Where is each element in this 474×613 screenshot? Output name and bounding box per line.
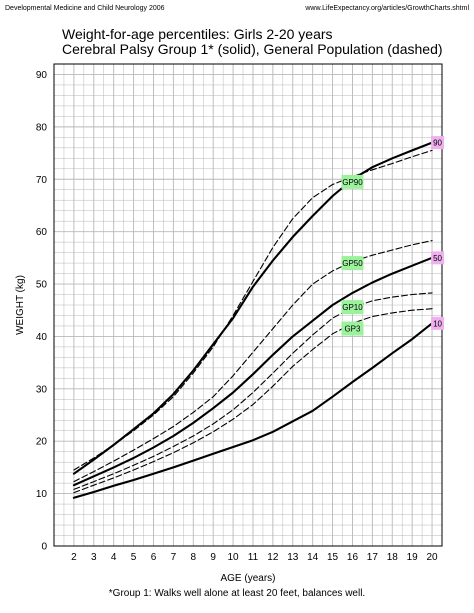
series-line-10 (72, 322, 434, 499)
gp-label-gp3: GP3 (344, 325, 361, 334)
end-label-90: 90 (433, 139, 442, 148)
y-axis-label: WEIGHT (kg) (15, 275, 26, 335)
x-axis-label: AGE (years) (220, 573, 275, 584)
gp-label-gp90: GP90 (342, 178, 363, 187)
x-tick-label: 3 (91, 552, 97, 563)
series-line-gp90 (73, 149, 433, 471)
end-label-box (431, 136, 445, 150)
x-tick-label: 6 (151, 552, 157, 563)
series-lines (72, 141, 434, 499)
y-tick-label: 60 (36, 227, 48, 238)
x-tick-label: 20 (426, 552, 438, 563)
y-tick-label: 0 (41, 542, 47, 553)
gp-label-box (341, 300, 364, 315)
x-tick-label: 8 (191, 552, 197, 563)
end-label-box (431, 316, 445, 330)
y-tick-label: 50 (36, 280, 48, 291)
gp-label-box (341, 256, 364, 271)
gp-label-box (341, 321, 364, 336)
chart-title: Weight-for-age percentiles: Girls 2-20 y… (62, 26, 333, 42)
x-tick-label: 11 (248, 552, 259, 563)
gp-label-box (341, 174, 364, 189)
y-tick-label: 30 (36, 384, 48, 395)
gp-labels: GP90 GP50 GP10 GP3 (341, 174, 364, 336)
y-tick-label: 80 (36, 122, 48, 133)
x-tick-label: 18 (387, 552, 399, 563)
y-tick-label: 20 (36, 437, 48, 448)
x-tick-label: 16 (347, 552, 359, 563)
end-label-50: 50 (433, 254, 442, 263)
axis-ticks: 2 3 4 5 6 7 8 9 10 11 12 13 14 15 16 17 18 19 20 0 10 20 30 40 5… (36, 70, 438, 563)
footnote: *Group 1: Walks well alone at least 20 f… (108, 588, 366, 599)
grid-minor (54, 63, 443, 546)
end-label-box (431, 251, 445, 265)
y-tick-label: 10 (36, 489, 48, 500)
gp-label-gp10: GP10 (342, 303, 363, 312)
series-line-90 (72, 141, 434, 475)
x-tick-label: 15 (327, 552, 339, 563)
x-tick-label: 13 (287, 552, 299, 563)
x-tick-label: 7 (171, 552, 177, 563)
end-labels: 90 50 10 (431, 136, 445, 330)
end-label-10: 10 (433, 319, 442, 328)
header-right-url: www.LifeExpectancy.org/articles/GrowthCh… (305, 5, 469, 12)
header-left-citation: Developmental Medicine and Child Neurolo… (5, 5, 165, 12)
y-tick-label: 40 (36, 332, 48, 343)
x-tick-label: 14 (307, 552, 319, 563)
x-tick-label: 17 (367, 552, 379, 563)
series-line-gp50 (73, 240, 433, 483)
plot-border (53, 63, 443, 547)
x-tick-label: 4 (111, 552, 117, 563)
series-line-50 (72, 256, 434, 487)
y-tick-label: 70 (36, 175, 48, 186)
x-tick-label: 2 (71, 552, 77, 563)
x-tick-label: 9 (210, 552, 216, 563)
x-tick-label: 5 (131, 552, 137, 563)
x-tick-label: 12 (267, 552, 279, 563)
gp-label-gp50: GP50 (342, 259, 363, 268)
chart-subtitle: Cerebral Palsy Group 1* (solid), General… (62, 41, 443, 57)
series-line-gp3 (73, 308, 433, 494)
series-line-gp10 (73, 292, 433, 490)
x-tick-label: 10 (228, 552, 240, 563)
x-tick-label: 19 (407, 552, 419, 563)
y-tick-label: 90 (36, 70, 48, 81)
